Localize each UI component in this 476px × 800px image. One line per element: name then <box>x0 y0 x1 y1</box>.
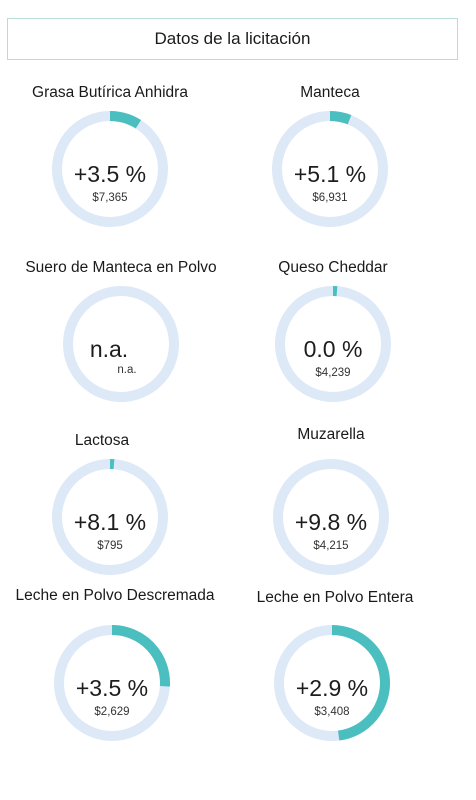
gauge-track <box>273 459 389 575</box>
donut-gauge <box>63 286 179 402</box>
change-percent: +3.5 % <box>75 675 149 701</box>
donut-gauge <box>274 625 390 741</box>
price-value: $4,239 <box>315 367 351 379</box>
product-card: Grasa Butírica Anhidra +3.5 % $7,365 <box>0 84 225 264</box>
product-card: Manteca +5.1 % $6,931 <box>215 84 445 264</box>
product-name: Muzarella <box>297 426 365 443</box>
product-name: Lactosa <box>74 432 130 449</box>
change-percent: n.a. <box>89 336 129 362</box>
product-name: Grasa Butírica Anhidra <box>32 84 188 101</box>
product-card: Lactosa +8.1 % $795 <box>0 432 217 612</box>
gauge-fill <box>331 625 390 741</box>
donut-gauge <box>52 459 168 575</box>
product-card: Queso Cheddar 0.0 % $4,239 <box>218 259 448 439</box>
gauge-track <box>63 286 179 402</box>
change-percent: +3.5 % <box>73 161 147 187</box>
product-card: Suero de Manteca en Polvo n.a. n.a. <box>6 259 236 439</box>
product-name: Manteca <box>300 84 360 101</box>
price-value: $6,931 <box>312 192 348 204</box>
product-name: Leche en Polvo Descremada <box>15 587 215 604</box>
donut-gauge <box>54 625 170 741</box>
gauge-fill <box>111 625 170 687</box>
price-value: n.a. <box>117 364 137 376</box>
donut-gauge <box>273 459 389 575</box>
product-name: Suero de Manteca en Polvo <box>25 259 217 276</box>
page-title: Datos de la licitación <box>7 18 458 60</box>
gauge-fill <box>329 111 352 125</box>
product-card: Leche en Polvo Descremada +3.5 % $2,629 <box>0 587 230 767</box>
price-value: $4,215 <box>313 540 349 552</box>
change-percent: 0.0 % <box>303 336 363 362</box>
change-percent: +8.1 % <box>73 509 147 535</box>
gauge-fill <box>109 111 142 129</box>
product-name: Leche en Polvo Entera <box>256 589 414 606</box>
change-percent: +2.9 % <box>295 675 369 701</box>
product-card: Muzarella +9.8 % $4,215 <box>216 426 446 606</box>
price-value: $2,629 <box>94 706 130 718</box>
price-value: $795 <box>97 540 123 552</box>
change-percent: +9.8 % <box>294 509 368 535</box>
donut-gauge <box>52 111 168 227</box>
product-name: Queso Cheddar <box>278 259 388 276</box>
donut-gauge <box>272 111 388 227</box>
product-card: Leche en Polvo Entera +2.9 % $3,408 <box>220 589 450 769</box>
price-value: $7,365 <box>92 192 128 204</box>
donut-gauge <box>275 286 391 402</box>
change-percent: +5.1 % <box>293 161 367 187</box>
price-value: $3,408 <box>314 706 350 718</box>
